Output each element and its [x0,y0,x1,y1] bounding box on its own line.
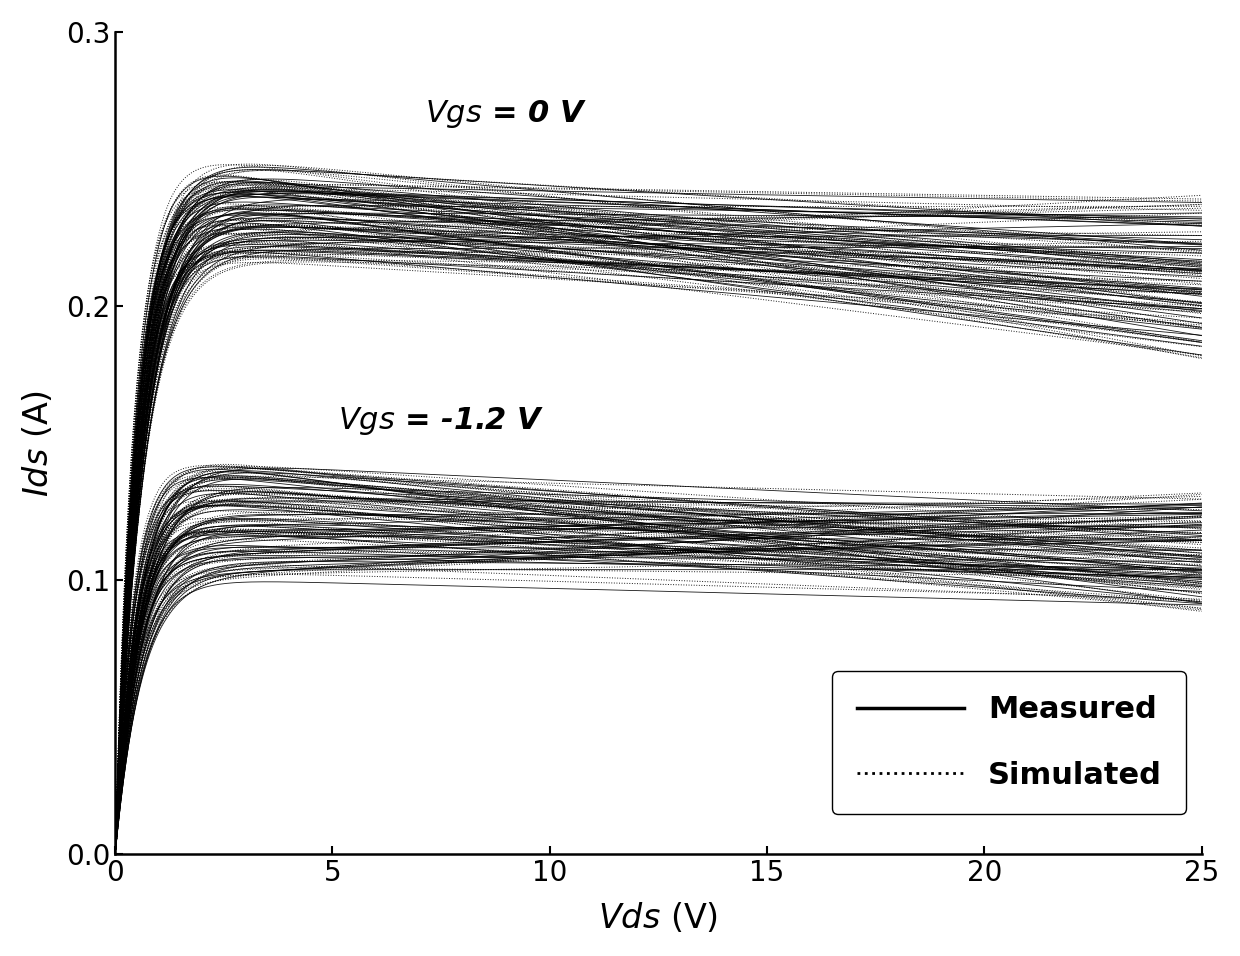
X-axis label: $\mathit{Vds}$ (V): $\mathit{Vds}$ (V) [599,902,718,935]
Text: $\mathit{Vgs}$ = -1.2 V: $\mathit{Vgs}$ = -1.2 V [339,405,544,437]
Text: $\mathit{Vgs}$ = 0 V: $\mathit{Vgs}$ = 0 V [425,98,588,130]
Legend: Measured, Simulated: Measured, Simulated [832,671,1187,815]
Y-axis label: $\mathit{Ids}$ (A): $\mathit{Ids}$ (A) [21,390,55,496]
